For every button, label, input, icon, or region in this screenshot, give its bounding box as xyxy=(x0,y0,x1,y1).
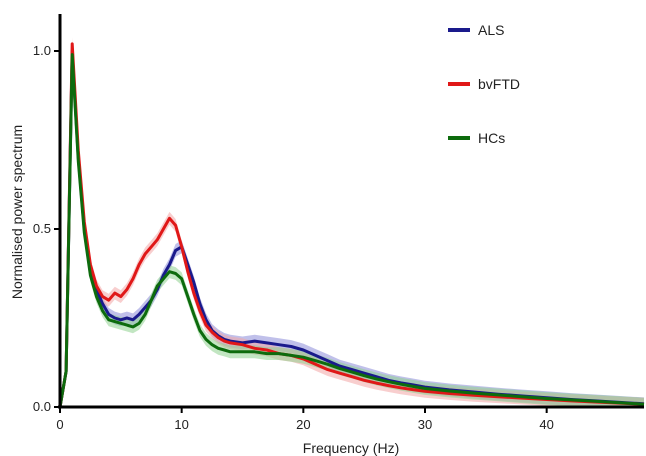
x-tick-label: 10 xyxy=(174,417,188,432)
series-line-bvftd xyxy=(58,42,645,408)
series-line-hcs xyxy=(58,53,645,408)
series-band-als xyxy=(60,44,644,407)
legend-label-bvftd: bvFTD xyxy=(478,76,520,92)
x-tick-label: 30 xyxy=(418,417,432,432)
confidence-bands xyxy=(60,37,644,407)
legend: ALS bvFTD HCs xyxy=(448,22,520,146)
x-tick-label: 40 xyxy=(539,417,553,432)
x-tick-label: 0 xyxy=(56,417,63,432)
legend-label-hcs: HCs xyxy=(478,130,505,146)
legend-label-als: ALS xyxy=(478,22,504,38)
y-tick-label: 1.0 xyxy=(33,43,51,58)
y-ticks: 0.0 0.5 1.0 xyxy=(33,43,60,414)
x-ticks: 0 10 20 30 40 xyxy=(56,407,554,432)
axes xyxy=(58,14,644,409)
series-lines xyxy=(58,42,645,408)
y-tick-label: 0.5 xyxy=(33,221,51,236)
y-tick-label: 0.0 xyxy=(33,399,51,414)
series-line-als xyxy=(58,49,645,408)
x-tick-label: 20 xyxy=(296,417,310,432)
x-axis-title: Frequency (Hz) xyxy=(303,440,399,456)
y-axis-title: Normalised power spectrum xyxy=(9,125,25,299)
series-band-hcs xyxy=(60,48,644,407)
series-band-bvftd xyxy=(60,37,644,407)
